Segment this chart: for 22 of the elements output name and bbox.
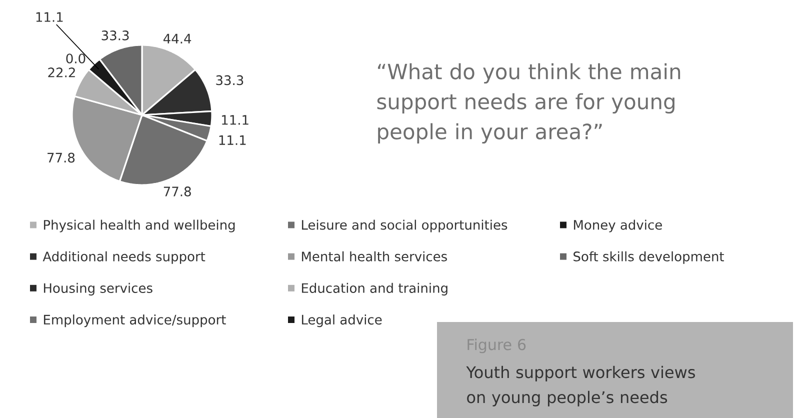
legend-label: Legal advice bbox=[302, 314, 382, 328]
legend-label: Mental health services bbox=[302, 251, 447, 262]
text: Youth support workers views on young people’s needs bbox=[466, 366, 695, 406]
legend-label: Education and training bbox=[302, 282, 448, 296]
data-label: 11.1 bbox=[36, 12, 63, 22]
legend-label: Employment advice/support bbox=[44, 314, 226, 328]
legend-label: Physical health and wellbeing bbox=[44, 220, 235, 232]
text: “What do you think the main support needs are for young people in your area?” bbox=[377, 63, 680, 144]
data-label: 77.8 bbox=[164, 186, 191, 196]
legend-label: Money advice bbox=[574, 220, 662, 232]
data-label: 11.1 bbox=[219, 135, 246, 145]
data-label: 11.1 bbox=[222, 115, 248, 125]
legend-label: Additional needs support bbox=[42, 251, 206, 264]
legend-label: Leisure and social opportunities bbox=[302, 220, 508, 232]
data-label: 33.3 bbox=[216, 75, 244, 86]
data-label: 22.2 bbox=[48, 68, 75, 78]
legend-label: Housing services bbox=[44, 282, 152, 296]
data-label: 33.3 bbox=[102, 30, 129, 40]
data-label: 44.4 bbox=[163, 34, 192, 44]
legend-label: Soft skills development bbox=[574, 251, 724, 264]
text: 0.0 bbox=[66, 54, 86, 64]
data-label: 77.8 bbox=[48, 152, 75, 163]
